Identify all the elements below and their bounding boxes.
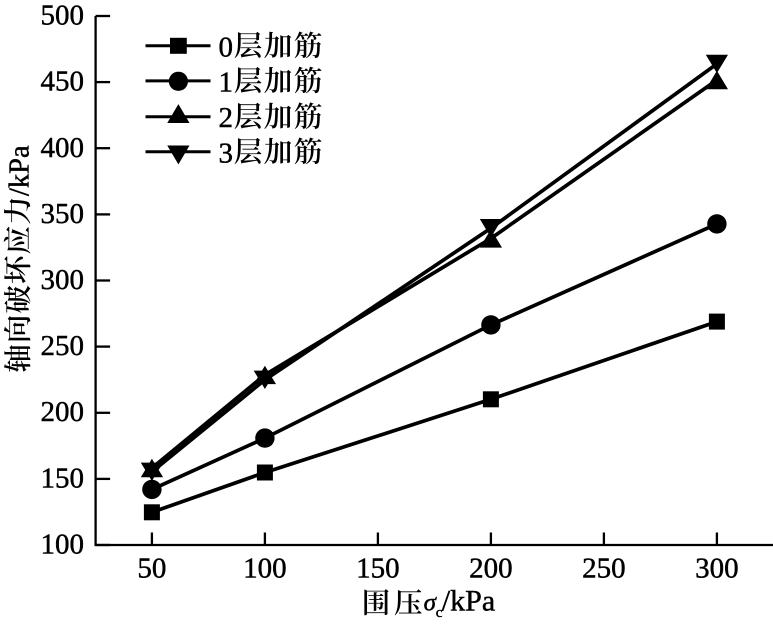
svg-text:2: 2	[219, 102, 234, 134]
svg-text:/kPa: /kPa	[5, 145, 36, 196]
svg-text:200: 200	[41, 396, 85, 428]
svg-text:300: 300	[41, 264, 85, 296]
svg-text:300: 300	[695, 553, 739, 585]
svg-text:250: 250	[582, 553, 626, 585]
svg-text:450: 450	[41, 66, 85, 98]
svg-text:150: 150	[356, 553, 400, 585]
svg-text:0: 0	[219, 31, 234, 63]
svg-text:50: 50	[137, 553, 166, 585]
svg-text:400: 400	[41, 132, 85, 164]
svg-text:250: 250	[41, 330, 85, 362]
svg-text:3: 3	[219, 137, 234, 169]
svg-text:1: 1	[219, 66, 234, 98]
svg-text:/kPa: /kPa	[442, 585, 495, 618]
svg-text:350: 350	[41, 198, 85, 230]
svg-text:100: 100	[243, 553, 287, 585]
svg-text:100: 100	[41, 529, 85, 561]
svg-text:σ: σ	[424, 590, 438, 617]
svg-text:c: c	[436, 605, 443, 621]
svg-text:500: 500	[41, 0, 85, 32]
svg-text:200: 200	[469, 553, 513, 585]
svg-text:150: 150	[41, 462, 85, 494]
